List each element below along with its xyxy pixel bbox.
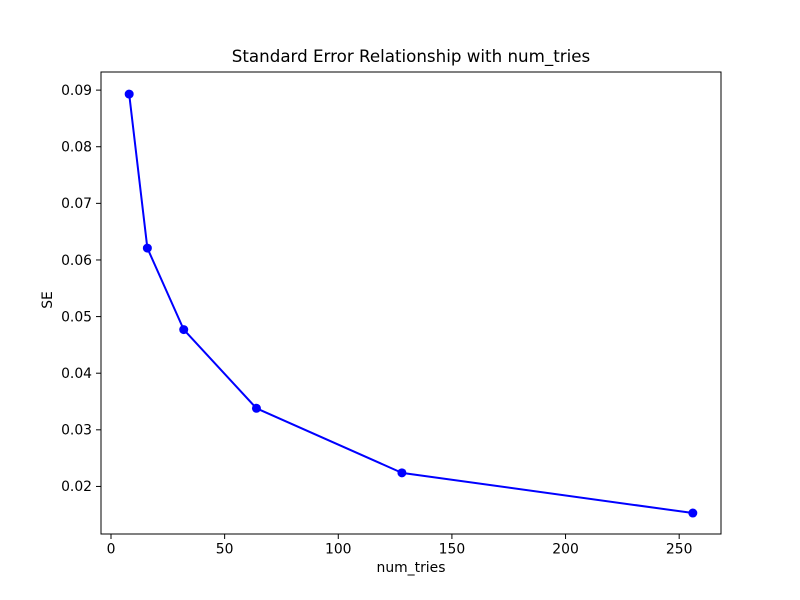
axes-frame xyxy=(100,71,722,535)
data-point-marker xyxy=(179,325,189,335)
y-axis-label: SE xyxy=(40,291,56,309)
y-tick-label: 0.03 xyxy=(61,423,92,439)
x-tick-label: 250 xyxy=(666,542,693,558)
data-point-marker xyxy=(688,508,698,518)
x-tick-label: 0 xyxy=(107,542,116,558)
y-tick-label: 0.05 xyxy=(61,309,92,325)
chart-title: Standard Error Relationship with num_tri… xyxy=(231,46,591,66)
x-axis-label: num_tries xyxy=(376,560,446,576)
y-tick-label: 0.09 xyxy=(61,83,92,99)
y-tick-label: 0.02 xyxy=(61,479,92,495)
data-point-marker xyxy=(397,468,407,478)
y-tick-label: 0.06 xyxy=(61,253,92,269)
y-tick-label: 0.08 xyxy=(61,140,92,156)
x-tick-label: 50 xyxy=(216,542,234,558)
data-point-marker xyxy=(124,89,134,99)
x-tick-label: 150 xyxy=(439,542,466,558)
x-tick-label: 100 xyxy=(325,542,352,558)
y-tick-label: 0.04 xyxy=(61,366,92,382)
data-point-marker xyxy=(142,243,152,253)
y-tick-label: 0.07 xyxy=(61,196,92,212)
x-tick-label: 200 xyxy=(552,542,579,558)
se-line-series xyxy=(128,93,694,515)
data-point-marker xyxy=(251,403,261,413)
